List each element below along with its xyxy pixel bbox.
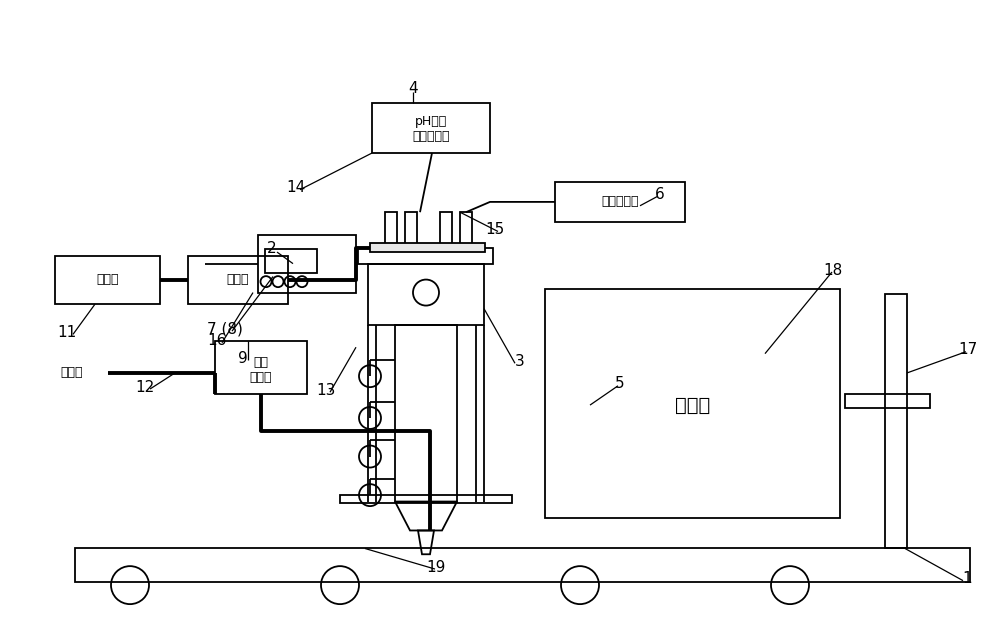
Text: 13: 13 [316,383,336,398]
Bar [440,212,452,248]
Bar [75,548,970,582]
Bar [215,341,307,394]
Text: 14: 14 [286,180,306,195]
Bar [188,256,288,304]
Text: 收集箱: 收集箱 [675,395,711,415]
Bar [885,294,907,548]
Bar [845,394,930,408]
Text: 11: 11 [57,325,77,340]
Text: 5: 5 [615,376,625,392]
Text: 19: 19 [426,559,446,575]
Bar [555,182,685,222]
Bar [265,249,317,273]
Text: 15: 15 [485,222,505,237]
Text: 2: 2 [267,241,277,257]
Text: 气相分析仪: 气相分析仪 [601,195,639,208]
Text: 3: 3 [515,354,525,369]
Bar [405,212,417,248]
Bar [545,289,840,518]
Bar [258,235,356,293]
Bar [370,243,485,252]
Text: 第一
蠕动泵: 第一 蠕动泵 [250,356,272,384]
Text: 9: 9 [238,350,248,366]
Text: 12: 12 [135,379,155,395]
Text: 1: 1 [962,571,972,586]
Bar [368,264,484,325]
Text: pH自动
控制加液器: pH自动 控制加液器 [412,114,450,143]
Text: 16: 16 [207,333,227,349]
Text: 7 (8): 7 (8) [207,322,243,337]
Text: 6: 6 [655,187,665,203]
Bar [358,248,493,264]
Text: 18: 18 [823,262,843,278]
Text: 17: 17 [958,342,978,358]
Bar [372,103,490,153]
Text: 4: 4 [408,81,418,96]
Text: 泵组箱: 泵组箱 [227,273,249,286]
Bar [385,212,397,248]
Bar [340,495,512,503]
Bar [55,256,160,304]
Text: 污水源: 污水源 [61,367,83,379]
Bar [395,325,457,502]
Text: 培育器: 培育器 [97,273,119,286]
Bar [460,212,472,248]
